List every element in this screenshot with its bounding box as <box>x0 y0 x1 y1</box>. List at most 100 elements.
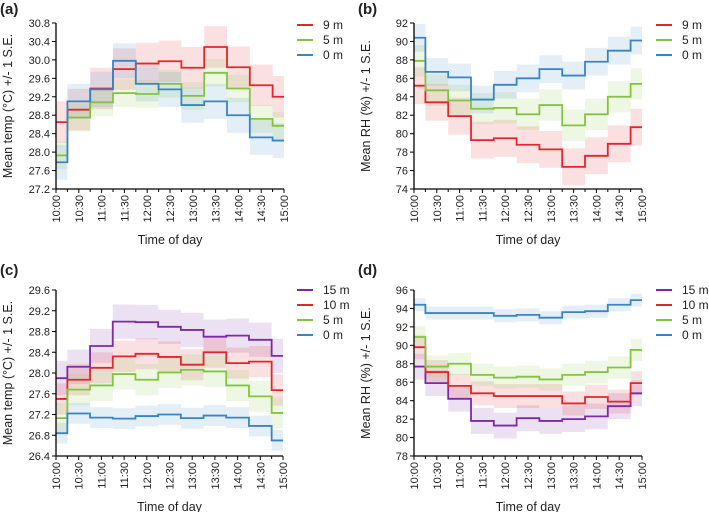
x-tick-label: 14:30 <box>256 195 268 223</box>
x-tick-label: 14:30 <box>614 195 626 223</box>
y-tick-label: 27.2 <box>29 184 50 196</box>
legend-label: 0 m <box>323 328 343 342</box>
y-tick-label: 29.2 <box>29 92 50 104</box>
x-tick-label: 15:00 <box>278 462 290 490</box>
series-line-5m <box>56 71 284 157</box>
x-tick-label: 10:30 <box>74 195 86 223</box>
y-tick-label: 82 <box>396 414 408 426</box>
y-tick-label: 29.6 <box>29 73 50 85</box>
y-tick-label: 94 <box>396 303 408 315</box>
series-line-0m <box>414 299 642 319</box>
y-tick-label: 28.4 <box>29 347 50 359</box>
x-axis-label: Time of day <box>496 500 562 512</box>
legend-label: 5 m <box>323 33 343 47</box>
x-tick-label: 13:30 <box>569 462 581 490</box>
y-tick-label: 27.6 <box>29 389 50 401</box>
series-line-9m <box>414 84 642 168</box>
y-tick-label: 26.4 <box>29 451 50 463</box>
x-tick-label: 15:00 <box>637 195 649 223</box>
x-tick-label: 11:30 <box>477 462 489 489</box>
y-tick-label: 84 <box>396 92 408 104</box>
x-tick-label: 12:30 <box>165 462 177 490</box>
series-line-10m <box>56 351 283 400</box>
legend-label: 15 m <box>323 283 350 297</box>
x-tick-label: 14:00 <box>591 462 603 490</box>
series-line-5m <box>414 59 642 127</box>
y-tick-label: 96 <box>396 285 408 297</box>
panel-label: (d) <box>358 262 377 279</box>
y-tick-label: 92 <box>396 18 408 30</box>
x-axis-label: Time of day <box>496 233 562 247</box>
y-tick-label: 28.0 <box>29 147 50 159</box>
x-tick-label: 14:00 <box>591 195 603 223</box>
panel-label: (c) <box>0 262 18 279</box>
y-tick-label: 90 <box>396 36 408 48</box>
y-tick-label: 80 <box>396 129 408 141</box>
y-tick-label: 82 <box>396 110 408 122</box>
y-tick-label: 86 <box>396 73 408 85</box>
x-tick-label: 11:30 <box>119 462 131 489</box>
x-tick-label: 11:30 <box>119 195 131 222</box>
x-tick-label: 11:00 <box>96 462 108 489</box>
legend: 9 m5 m0 m <box>656 18 702 62</box>
x-tick-label: 13:30 <box>569 195 581 223</box>
x-tick-label: 10:30 <box>432 195 444 223</box>
x-tick-label: 14:30 <box>614 462 626 490</box>
y-tick-label: 84 <box>396 396 408 408</box>
x-tick-label: 11:30 <box>477 195 489 222</box>
y-tick-label: 28.8 <box>29 110 50 122</box>
x-tick-label: 13:30 <box>211 195 223 223</box>
x-tick-label: 10:00 <box>51 462 63 490</box>
series-line-0m <box>414 36 642 101</box>
y-tick-label: 28.4 <box>29 129 50 141</box>
y-tick-label: 28.8 <box>29 327 50 339</box>
y-axis-label: Mean RH (%) +/- 1 S.E. <box>359 307 373 439</box>
panel-c: (c) 26.4 26.8 27.2 27.6 28.0 28.4 28.8 29.2 29.6 1… <box>0 262 350 514</box>
x-tick-label: 12:00 <box>142 462 154 490</box>
x-tick-label: 12:00 <box>500 195 512 223</box>
x-tick-label: 10:00 <box>409 195 421 223</box>
x-tick-label: 10:00 <box>409 462 421 490</box>
legend-label: 0 m <box>682 48 702 62</box>
legend-label: 0 m <box>323 48 343 62</box>
y-tick-label: 29.2 <box>29 306 50 318</box>
y-tick-label: 86 <box>396 377 408 389</box>
legend-label: 5 m <box>682 313 702 327</box>
y-tick-label: 27.6 <box>29 166 50 178</box>
y-tick-label: 30.0 <box>29 55 50 67</box>
y-axis-label: Mean temp (°C) +/- 1 S.E. <box>1 34 15 178</box>
legend-label: 10 m <box>323 298 350 312</box>
series-line-0m <box>56 59 284 164</box>
x-tick-label: 12:30 <box>523 462 535 490</box>
y-tick-label: 29.6 <box>29 285 50 297</box>
y-tick-label: 74 <box>396 184 408 196</box>
y-tick-label: 78 <box>396 451 408 463</box>
x-tick-label: 11:00 <box>97 195 109 222</box>
legend: 9 m5 m0 m <box>297 18 343 62</box>
x-tick-label: 11:00 <box>455 195 467 222</box>
x-tick-label: 13:00 <box>188 195 200 223</box>
series-line-15m <box>414 365 642 427</box>
y-tick-label: 78 <box>396 147 408 159</box>
y-tick-label: 30.4 <box>29 36 50 48</box>
y-tick-label: 76 <box>396 166 408 178</box>
x-tick-label: 12:30 <box>165 195 177 223</box>
series-line-0m <box>56 412 283 442</box>
legend-label: 5 m <box>323 313 343 327</box>
legend: 15 m10 m5 m0 m <box>656 283 709 342</box>
x-tick-label: 10:30 <box>74 462 86 490</box>
x-tick-label: 12:00 <box>500 462 512 490</box>
series-line-10m <box>414 346 642 405</box>
panel-d: (d) 78 80 82 84 86 88 90 92 94 96 10:00 10:30 11:00 11… <box>358 262 709 514</box>
x-axis-label: Time of day <box>138 233 204 247</box>
series-line-5m <box>414 336 642 381</box>
legend-label: 9 m <box>323 18 343 32</box>
panel-label: (b) <box>358 1 377 18</box>
x-tick-label: 13:30 <box>210 462 222 490</box>
legend-label: 10 m <box>682 298 709 312</box>
panel-b: (b) 74 76 78 80 82 84 86 88 90 92 10:00 10:30 11:00 11… <box>358 1 702 247</box>
y-axis-label: Mean temp (°C) +/- 1 S.E. <box>1 301 15 445</box>
legend-label: 5 m <box>682 33 702 47</box>
y-axis-label: Mean RH (%) +/- 1 S.E. <box>359 40 373 172</box>
y-tick-label: 26.8 <box>29 430 50 442</box>
